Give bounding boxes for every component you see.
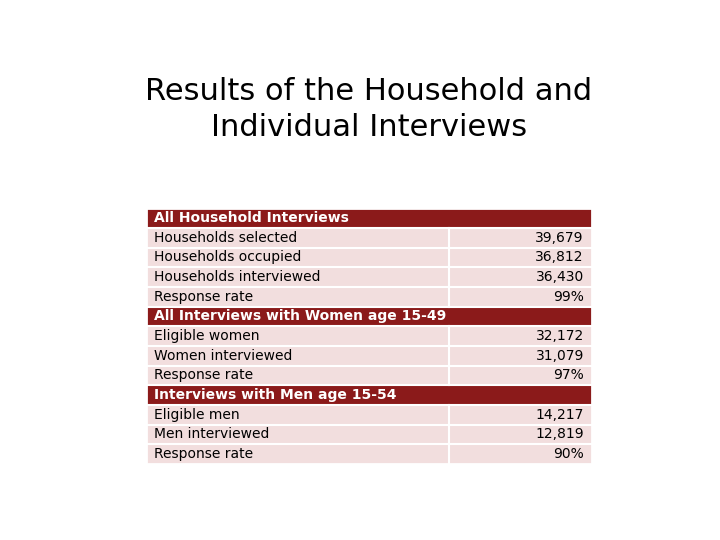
Bar [145,208,593,464]
Bar [145,228,449,248]
Bar [449,444,592,464]
Text: Eligible women: Eligible women [154,329,260,343]
Text: Households interviewed: Households interviewed [154,270,320,284]
Bar [449,346,592,366]
Bar [145,326,449,346]
Text: Women interviewed: Women interviewed [154,349,292,363]
Text: Response rate: Response rate [154,290,253,304]
Text: Results of the Household and
Individual Interviews: Results of the Household and Individual … [145,77,593,142]
Text: Households occupied: Households occupied [154,251,302,265]
Bar [449,366,592,385]
Bar [449,287,592,307]
Bar [145,287,449,307]
Text: 39,679: 39,679 [536,231,584,245]
Text: 31,079: 31,079 [536,349,584,363]
Text: Response rate: Response rate [154,447,253,461]
Text: All Household Interviews: All Household Interviews [154,211,349,225]
Bar [449,248,592,267]
Bar [145,248,449,267]
Bar [145,366,449,385]
Text: 99%: 99% [553,290,584,304]
Text: 36,812: 36,812 [536,251,584,265]
Bar [145,346,449,366]
Text: Men interviewed: Men interviewed [154,428,269,442]
Bar [449,267,592,287]
Bar [449,424,592,444]
Text: 36,430: 36,430 [536,270,584,284]
Text: 97%: 97% [553,368,584,382]
Bar [145,424,449,444]
Text: 90%: 90% [553,447,584,461]
Text: Response rate: Response rate [154,368,253,382]
Text: 14,217: 14,217 [536,408,584,422]
Text: All Interviews with Women age 15-49: All Interviews with Women age 15-49 [154,309,446,323]
Bar [145,444,449,464]
Text: 32,172: 32,172 [536,329,584,343]
Text: Eligible men: Eligible men [154,408,240,422]
Text: 12,819: 12,819 [535,428,584,442]
Bar [449,405,592,424]
Bar [145,267,449,287]
Bar [449,228,592,248]
Bar [449,326,592,346]
Text: Interviews with Men age 15-54: Interviews with Men age 15-54 [154,388,397,402]
Bar [145,307,593,326]
Bar [145,405,449,424]
Bar [145,208,593,228]
Text: Households selected: Households selected [154,231,297,245]
Bar [145,385,593,405]
